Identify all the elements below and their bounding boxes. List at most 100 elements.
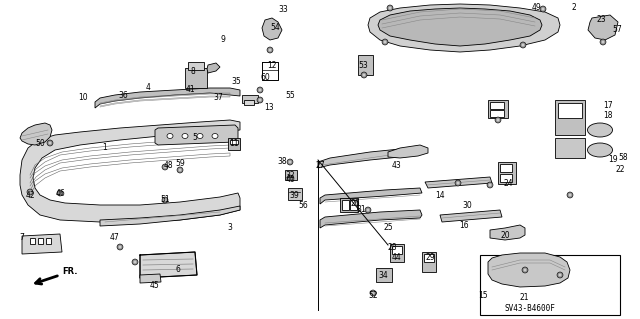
Text: 34: 34 — [378, 271, 388, 279]
Polygon shape — [440, 210, 502, 222]
Text: 4: 4 — [145, 84, 150, 93]
Circle shape — [162, 164, 168, 170]
Polygon shape — [376, 268, 392, 282]
Text: 16: 16 — [459, 221, 469, 231]
Polygon shape — [285, 170, 297, 180]
Text: 36: 36 — [118, 91, 128, 100]
Text: 25: 25 — [383, 224, 393, 233]
Polygon shape — [378, 8, 542, 46]
Circle shape — [382, 39, 388, 45]
Text: 59: 59 — [175, 160, 185, 168]
Text: 6: 6 — [175, 265, 180, 275]
Text: 38: 38 — [277, 158, 287, 167]
Text: 7: 7 — [20, 234, 24, 242]
Polygon shape — [30, 238, 35, 244]
Circle shape — [257, 87, 263, 93]
Ellipse shape — [588, 143, 612, 157]
Circle shape — [362, 73, 365, 77]
Polygon shape — [230, 140, 238, 144]
Circle shape — [289, 176, 291, 180]
Polygon shape — [488, 100, 508, 118]
Polygon shape — [358, 55, 373, 75]
Text: 22: 22 — [615, 166, 625, 174]
Text: 12: 12 — [268, 61, 276, 70]
Text: 35: 35 — [231, 78, 241, 86]
Polygon shape — [490, 110, 504, 117]
Text: 46: 46 — [55, 189, 65, 197]
Text: 49: 49 — [532, 4, 542, 12]
Text: 30: 30 — [462, 201, 472, 210]
Circle shape — [287, 159, 293, 165]
Circle shape — [370, 290, 376, 296]
Text: 50: 50 — [35, 138, 45, 147]
Circle shape — [132, 259, 138, 265]
Polygon shape — [490, 225, 525, 240]
Ellipse shape — [182, 133, 188, 138]
Text: 41: 41 — [185, 85, 195, 94]
Polygon shape — [390, 244, 404, 262]
Text: 58: 58 — [618, 153, 628, 162]
Circle shape — [388, 6, 392, 10]
Circle shape — [163, 198, 166, 202]
Polygon shape — [490, 102, 504, 109]
Text: 53: 53 — [358, 61, 368, 70]
Text: 39: 39 — [289, 190, 299, 199]
Text: 48: 48 — [163, 160, 173, 169]
Polygon shape — [228, 138, 240, 150]
Polygon shape — [424, 254, 434, 262]
Circle shape — [488, 183, 492, 187]
Polygon shape — [242, 95, 258, 103]
Polygon shape — [318, 148, 415, 168]
Polygon shape — [207, 63, 220, 73]
Text: 17: 17 — [603, 100, 613, 109]
Circle shape — [567, 192, 573, 198]
Ellipse shape — [588, 123, 612, 137]
Circle shape — [47, 140, 53, 146]
Polygon shape — [140, 252, 197, 278]
Polygon shape — [425, 177, 492, 188]
Text: 33: 33 — [278, 5, 288, 14]
Polygon shape — [480, 255, 620, 315]
Polygon shape — [422, 252, 436, 272]
Text: 42: 42 — [25, 190, 35, 199]
Circle shape — [58, 191, 61, 195]
Circle shape — [179, 168, 182, 172]
Text: 43: 43 — [391, 160, 401, 169]
Text: 18: 18 — [604, 110, 612, 120]
Polygon shape — [340, 198, 358, 212]
Polygon shape — [188, 62, 204, 70]
Text: 14: 14 — [435, 190, 445, 199]
Text: 28: 28 — [387, 242, 397, 251]
Polygon shape — [555, 138, 585, 158]
Circle shape — [29, 190, 31, 194]
Polygon shape — [155, 125, 238, 145]
Circle shape — [361, 72, 367, 78]
Text: FR.: FR. — [62, 267, 77, 276]
Circle shape — [522, 43, 525, 47]
Text: 2: 2 — [572, 3, 577, 11]
Text: 8: 8 — [191, 68, 195, 77]
Circle shape — [134, 261, 136, 263]
Text: 57: 57 — [612, 26, 622, 34]
Circle shape — [540, 6, 546, 12]
Polygon shape — [342, 200, 349, 210]
Polygon shape — [558, 103, 582, 118]
Text: 60: 60 — [260, 73, 270, 83]
Circle shape — [495, 117, 501, 123]
Circle shape — [163, 166, 166, 168]
Text: 21: 21 — [519, 293, 529, 301]
Polygon shape — [500, 164, 512, 172]
Text: 24: 24 — [503, 179, 513, 188]
Circle shape — [487, 182, 493, 188]
Text: 27: 27 — [315, 160, 325, 169]
Circle shape — [520, 42, 526, 48]
Text: 40: 40 — [286, 175, 296, 184]
Circle shape — [541, 8, 545, 11]
Text: 37: 37 — [213, 93, 223, 102]
Text: 55: 55 — [285, 91, 295, 100]
Text: 26: 26 — [350, 198, 360, 207]
Text: 1: 1 — [102, 144, 108, 152]
Circle shape — [27, 189, 33, 195]
Text: 9: 9 — [221, 35, 225, 44]
Polygon shape — [555, 100, 585, 135]
